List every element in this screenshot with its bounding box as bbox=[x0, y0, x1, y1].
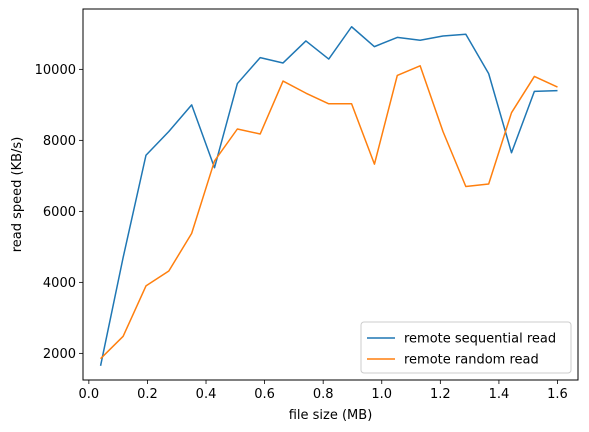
legend: remote sequential read remote random rea… bbox=[360, 321, 572, 374]
x-axis: 0.0 0.2 0.4 0.6 0.8 1.0 1.2 1.4 1.6 bbox=[79, 380, 568, 402]
x-tick-label: 1.2 bbox=[430, 387, 451, 402]
y-tick-label: 4000 bbox=[43, 276, 76, 291]
legend-box bbox=[360, 321, 572, 374]
y-tick-label: 6000 bbox=[43, 205, 76, 220]
y-axis: 2000 4000 6000 8000 10000 bbox=[35, 63, 83, 362]
x-tick-label: 0.8 bbox=[313, 387, 334, 402]
plot-area-frame bbox=[82, 8, 579, 381]
series-line-0 bbox=[99, 26, 558, 366]
x-axis-label: file size (MB) bbox=[289, 408, 373, 423]
x-tick-label: 0.0 bbox=[79, 387, 100, 402]
legend-label-random: remote random read bbox=[404, 353, 539, 368]
x-tick-label: 1.4 bbox=[489, 387, 510, 402]
y-tick-label: 10000 bbox=[35, 63, 76, 78]
series-layer bbox=[99, 26, 558, 366]
x-tick-label: 0.6 bbox=[254, 387, 275, 402]
y-tick-label: 2000 bbox=[43, 347, 76, 362]
y-tick-label: 8000 bbox=[43, 134, 76, 149]
x-tick-label: 0.2 bbox=[137, 387, 158, 402]
x-tick-label: 0.4 bbox=[196, 387, 217, 402]
x-tick-label: 1.0 bbox=[371, 387, 392, 402]
y-axis-label: read speed (KB/s) bbox=[10, 137, 25, 253]
series-line-1 bbox=[100, 65, 558, 360]
legend-label-sequential: remote sequential read bbox=[404, 332, 556, 347]
x-tick-label: 1.6 bbox=[547, 387, 568, 402]
